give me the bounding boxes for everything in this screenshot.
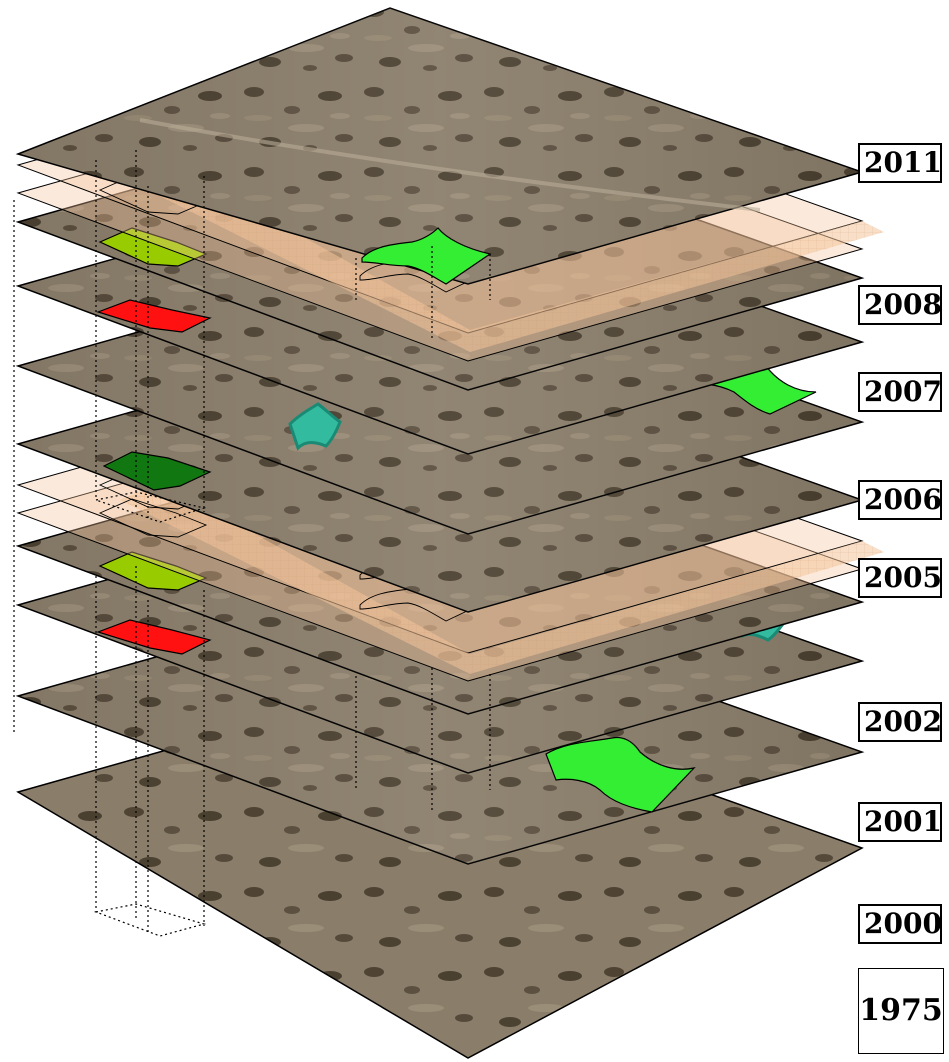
polygon-olive-2002	[98, 551, 208, 591]
year-label-2007: 2007	[858, 372, 942, 412]
year-label-1975: 1975	[858, 968, 944, 1054]
polygon-dark-green-2005	[102, 451, 212, 491]
polygon-olive-2008	[98, 227, 208, 267]
polygon-light-green-2011	[361, 227, 492, 285]
trail-line-2011	[139, 118, 761, 212]
polygon-teal-2006	[288, 402, 342, 451]
year-label-2002: 2002	[858, 702, 942, 742]
polygon-light-green-2000	[545, 736, 696, 813]
polygon-red-small-2007	[96, 299, 212, 333]
projection-lines	[13, 150, 491, 937]
year-label-2006: 2006	[858, 480, 942, 520]
year-label-2000: 2000	[858, 904, 942, 944]
year-label-2008: 2008	[858, 285, 942, 325]
year-label-2005: 2005	[858, 558, 942, 598]
year-label-2011: 2011	[858, 143, 942, 183]
polygon-red-small-2001	[96, 619, 212, 655]
year-label-2001: 2001	[858, 802, 942, 842]
